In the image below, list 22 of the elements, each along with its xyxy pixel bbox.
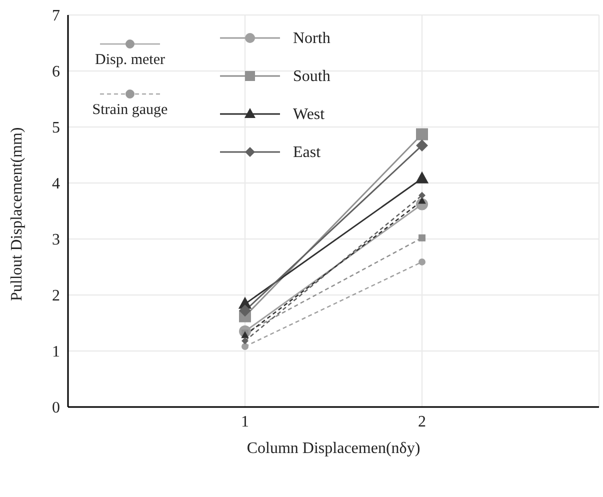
annotation: Disp. meter (95, 52, 165, 68)
legend-label: East (293, 144, 322, 161)
point (416, 128, 428, 140)
y-tick-label: 1 (52, 344, 60, 361)
point (418, 234, 426, 242)
y-tick-label: 5 (52, 120, 60, 137)
y-tick-label: 3 (52, 232, 60, 249)
legend-label: West (293, 106, 326, 123)
legend-label: South (293, 68, 330, 85)
x-axis-title: Column Displacemen(nδy) (246, 440, 420, 457)
y-tick-label: 2 (52, 288, 60, 305)
point (242, 337, 248, 344)
annotation: Strain gauge (92, 102, 168, 118)
y-axis-title: Pullout Displacement(mm) (8, 127, 26, 301)
point (416, 139, 428, 152)
point (418, 258, 426, 266)
y-tick-label: 6 (52, 64, 60, 81)
point (242, 343, 248, 350)
y-tick-label: 0 (52, 400, 60, 417)
y-tick-label: 4 (52, 176, 60, 193)
legend-label: North (293, 30, 330, 47)
y-tick-label: 7 (52, 8, 60, 25)
